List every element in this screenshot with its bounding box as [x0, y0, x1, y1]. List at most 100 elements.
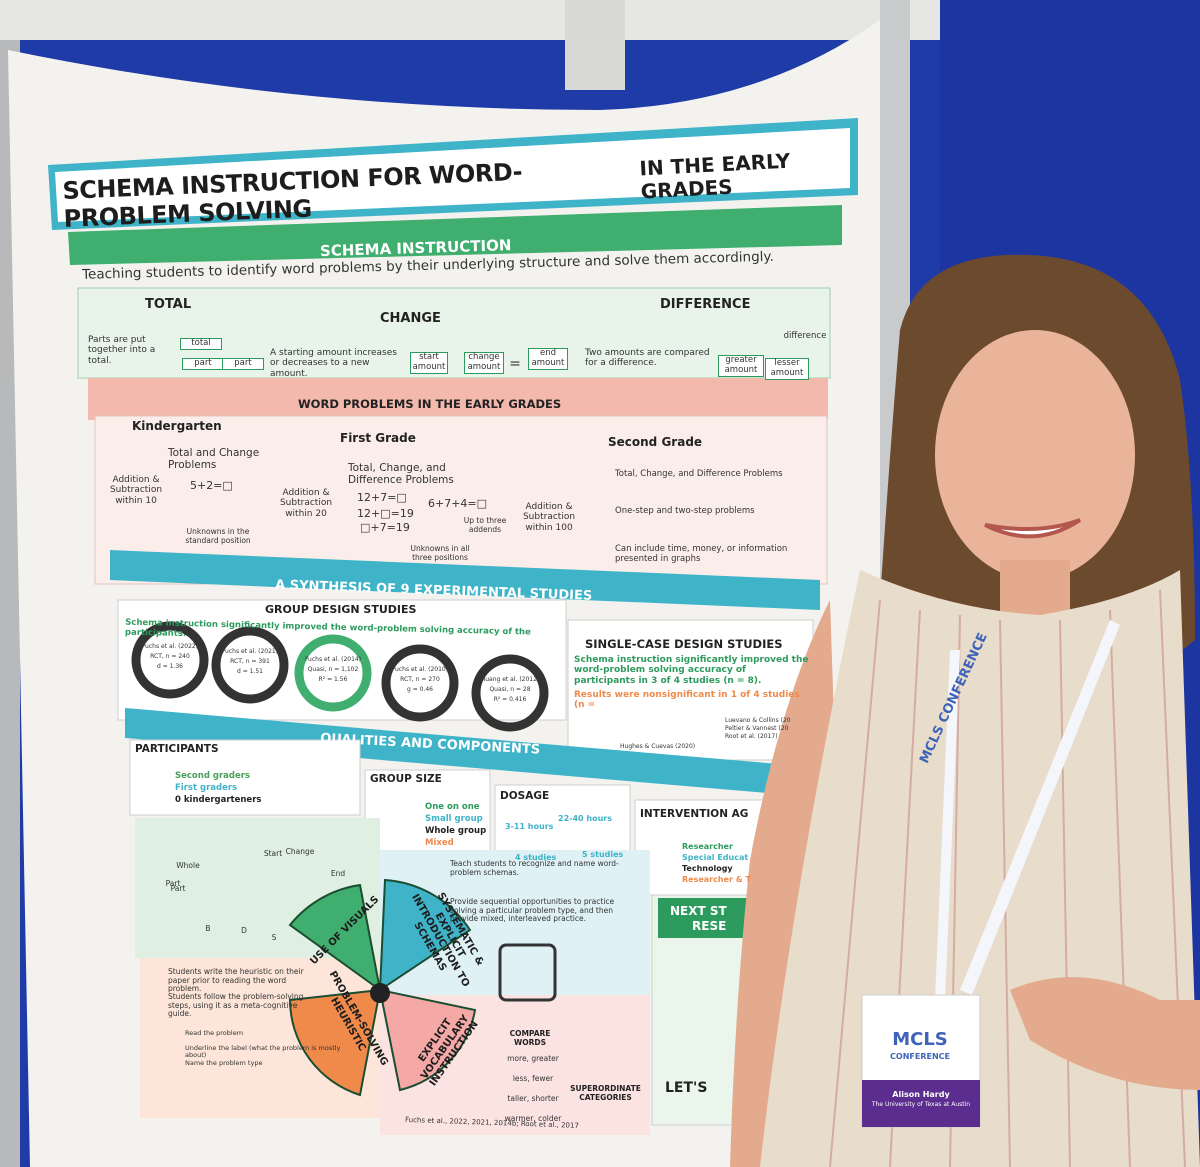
badge-band — [862, 1080, 980, 1127]
example: 6+7+4=□ — [428, 497, 488, 510]
diagram-label: B — [205, 924, 211, 933]
schema-text: Parts are put together into a total. — [88, 335, 156, 366]
study-label: Quasi, n = 28 — [489, 686, 531, 693]
step: Provide sequential opportunities to prac… — [450, 897, 615, 924]
example: 12+□=19 — [357, 507, 414, 520]
schema-band — [68, 205, 842, 265]
neck — [1000, 560, 1070, 620]
badge-affiliation: The University of Texas at Austin — [871, 1101, 971, 1108]
box-heading: PARTICIPANTS — [135, 743, 219, 755]
single-box — [567, 619, 814, 761]
study-label: d = 1.36 — [156, 663, 183, 670]
agent-item: Researcher — [682, 842, 733, 851]
face — [935, 330, 1135, 580]
ring — [211, 626, 289, 704]
study-label: Fuchs et al. (2021) — [221, 648, 279, 655]
box-heading: LET'S — [665, 1080, 708, 1096]
lanyard — [935, 620, 1120, 1000]
grade-name: First Grade — [340, 431, 416, 445]
diagram-box: part — [182, 358, 224, 370]
diagram-box: = — [509, 356, 521, 372]
diagram-box: end amount — [528, 348, 568, 370]
grades-band — [88, 378, 828, 420]
diagram-box: change amount — [464, 352, 504, 374]
ring — [381, 644, 459, 722]
box-heading: NEXT ST — [670, 904, 727, 918]
badge-name: Alison Hardy — [892, 1090, 950, 1099]
synthesis-band — [110, 550, 820, 610]
group-size-box — [364, 769, 491, 866]
diagram-label: Change — [285, 847, 315, 856]
participant-item: Second graders — [175, 771, 250, 781]
grade-note: Unknowns in the standard position — [185, 527, 251, 545]
diagram-box: lesser amount — [765, 358, 809, 380]
diagram-box: part — [222, 358, 264, 370]
ring — [294, 634, 372, 712]
grade-name: Second Grade — [608, 435, 703, 449]
reference: Peltier & Vannest (20 — [725, 725, 789, 732]
wedge — [288, 883, 382, 993]
rings — [131, 621, 549, 732]
grade-point: One-step and two-step problems — [615, 506, 755, 516]
study-label: R² = 0.416 — [493, 696, 527, 703]
box-heading: DOSAGE — [500, 790, 550, 802]
compare-item: taller, shorter — [507, 1094, 559, 1103]
study-label: RCT, n = 240 — [150, 653, 190, 660]
agent-box — [634, 799, 771, 896]
grade-point: Total, Change, and Difference Problems — [615, 469, 783, 479]
box-heading: COMPARE WORDS — [509, 1029, 551, 1047]
diagram-label: Start — [263, 849, 283, 858]
compare-item: warmer, colder — [504, 1114, 562, 1123]
finding: Results were nonsignificant in 1 of 4 st… — [574, 690, 800, 711]
arm — [730, 600, 840, 1167]
title-inner — [55, 128, 850, 222]
grade-point: Can include time, money, or information … — [615, 544, 788, 564]
grade-note: Up to three addends — [463, 516, 507, 534]
study-label: Huang et al. (2012) — [480, 676, 540, 683]
schema-text: Two amounts are compared for a differenc… — [585, 348, 710, 369]
grade-problems: Total and Change Problems — [168, 447, 260, 472]
diagram-label: End — [330, 869, 346, 878]
group-size-item: One on one — [425, 802, 480, 812]
wedge — [288, 988, 382, 1097]
agent-item: Special Educat — [682, 853, 749, 862]
reference: Luevano & Collins (20 — [725, 717, 791, 724]
hand — [1010, 977, 1200, 1090]
subsection-heading: GROUP DESIGN STUDIES — [265, 603, 417, 616]
diagram-label: S — [271, 933, 277, 942]
compare-item: less, fewer — [512, 1074, 554, 1083]
run-step: Underline the label (what the problem is… — [185, 1044, 341, 1060]
calendar-icon — [498, 943, 557, 1002]
ceiling — [0, 0, 940, 40]
step: Teach students to recognize and name wor… — [450, 859, 619, 877]
grade-problems: Total, Change, and Difference Problems — [348, 462, 454, 487]
diagram-label: Part — [170, 884, 186, 893]
qualities-band — [125, 708, 790, 795]
pillar — [565, 0, 625, 90]
study-label: Fuchs et al. (2014) — [304, 656, 362, 663]
study-label: g = 0.46 — [406, 686, 433, 693]
dosage-item: 22-40 hours — [558, 814, 612, 823]
agent-item: Technology — [682, 864, 733, 873]
study-label: RCT, n = 391 — [230, 658, 270, 665]
study-label: R² = 1.56 — [318, 676, 348, 683]
schema-name: DIFFERENCE — [660, 297, 751, 312]
diagram-label: D — [241, 926, 247, 935]
diagram-box: start amount — [410, 352, 448, 374]
grade-range: Addition & Subtraction within 20 — [279, 488, 333, 519]
dosage-item: 4 studies — [515, 853, 557, 862]
participant-item: First graders — [175, 783, 238, 793]
example: □+7=19 — [360, 521, 410, 534]
ring — [131, 621, 209, 699]
badge-logo-sub: CONFERENCE — [890, 1052, 950, 1061]
diagram-box: greater amount — [718, 355, 764, 377]
schema-name: CHANGE — [380, 311, 441, 326]
box-heading: GROUP SIZE — [370, 773, 442, 785]
study-label: RCT, n = 270 — [400, 676, 440, 683]
agent-item: Researcher & T — [682, 875, 751, 884]
study-label: Fuchs et al. (2010) — [391, 666, 449, 673]
wedge — [378, 988, 477, 1092]
wedge — [378, 878, 472, 992]
ring — [471, 654, 549, 732]
